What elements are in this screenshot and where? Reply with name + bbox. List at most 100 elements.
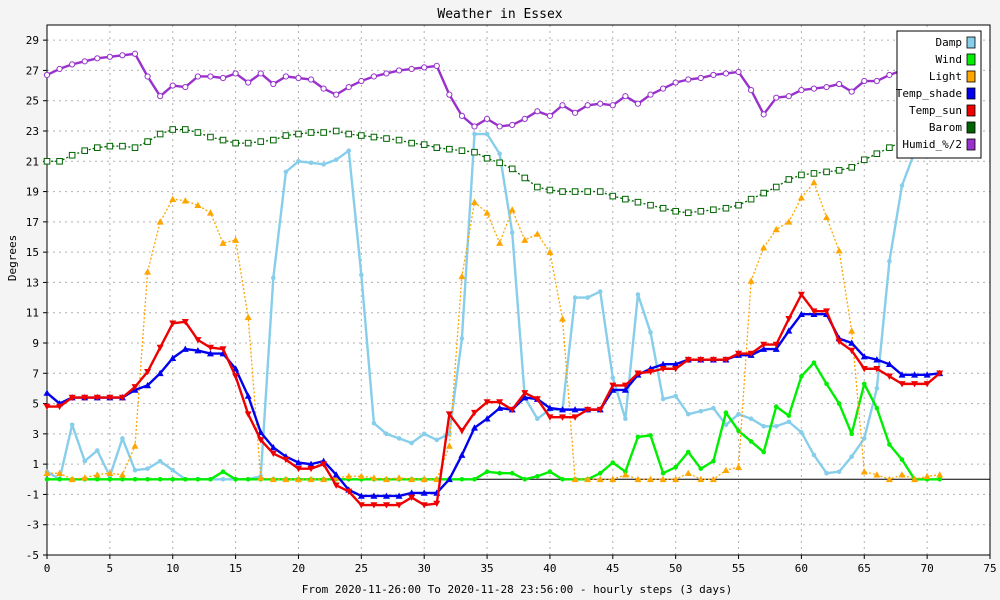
data-point: [773, 423, 779, 429]
data-point: [835, 247, 843, 254]
data-point: [194, 129, 202, 136]
data-point: [747, 277, 755, 284]
data-point: [648, 330, 653, 335]
data-point: [458, 147, 466, 154]
data-point: [483, 154, 491, 162]
x-tick-label: 50: [669, 562, 682, 575]
data-point: [723, 422, 729, 428]
data-point: [106, 394, 114, 402]
data-point: [157, 476, 163, 482]
data-point: [408, 65, 415, 73]
data-point: [257, 474, 265, 481]
data-point: [269, 450, 277, 458]
data-point: [282, 456, 290, 464]
data-point: [370, 492, 378, 499]
data-point: [760, 341, 768, 349]
data-point: [923, 371, 931, 378]
data-point: [521, 394, 529, 401]
data-point: [132, 476, 138, 482]
data-point: [836, 80, 843, 88]
data-point: [797, 310, 805, 318]
data-point: [282, 475, 290, 483]
data-point: [471, 123, 478, 130]
data-point: [57, 476, 62, 482]
data-point: [647, 201, 654, 209]
data-point: [709, 475, 717, 483]
legend-label: Barom: [929, 121, 962, 134]
data-point: [723, 410, 729, 415]
data-point: [521, 115, 528, 122]
data-point: [357, 492, 365, 499]
data-point: [810, 85, 818, 92]
data-point: [571, 414, 579, 421]
data-point: [245, 79, 252, 86]
data-point: [333, 91, 340, 98]
data-point: [647, 91, 654, 98]
data-point: [824, 381, 829, 387]
data-point: [786, 419, 792, 425]
data-point: [684, 209, 692, 217]
data-point: [383, 135, 390, 142]
data-point: [886, 144, 893, 151]
data-point: [936, 471, 944, 478]
data-point: [294, 459, 302, 466]
data-point: [472, 131, 477, 137]
data-point: [824, 470, 829, 476]
data-point: [208, 476, 213, 482]
data-point: [546, 112, 554, 119]
y-tick-label: 25: [26, 95, 39, 108]
data-point: [785, 176, 793, 183]
data-point: [472, 476, 477, 482]
data-point: [421, 64, 428, 71]
data-point: [522, 476, 528, 482]
y-tick-label: -1: [26, 488, 39, 501]
data-point: [282, 73, 289, 80]
data-point: [445, 475, 453, 483]
data-point: [736, 411, 741, 417]
data-point: [445, 411, 453, 418]
data-point: [206, 209, 214, 216]
data-point: [308, 160, 314, 166]
data-point: [885, 475, 893, 483]
data-point: [735, 68, 742, 76]
series-line: [46, 313, 940, 498]
data-point: [382, 492, 390, 499]
data-point: [294, 465, 302, 473]
data-point: [370, 502, 378, 509]
data-point: [433, 475, 441, 483]
data-point: [44, 476, 50, 482]
data-point: [409, 440, 414, 446]
data-point: [269, 475, 277, 483]
data-point: [572, 295, 578, 300]
data-point: [772, 345, 780, 352]
data-point: [420, 475, 428, 483]
data-point: [257, 428, 265, 436]
data-point: [119, 52, 126, 59]
data-point: [483, 209, 491, 216]
data-point: [156, 344, 164, 352]
series-temp-sun: [43, 291, 944, 509]
data-point: [508, 206, 516, 213]
data-point: [169, 320, 177, 327]
data-point: [156, 369, 164, 377]
data-point: [634, 100, 642, 107]
data-point: [698, 466, 704, 471]
x-tick-label: 25: [355, 562, 368, 575]
data-point: [799, 374, 804, 379]
data-point: [622, 93, 629, 100]
data-point: [584, 102, 591, 109]
data-point: [132, 467, 138, 473]
data-point: [711, 458, 716, 464]
data-point: [269, 443, 277, 451]
x-tick-label: 65: [858, 562, 871, 575]
data-point: [621, 382, 629, 389]
data-point: [118, 394, 126, 402]
data-point: [56, 469, 64, 477]
data-point: [810, 308, 818, 315]
series-light: [43, 178, 944, 483]
data-point: [307, 76, 315, 83]
data-point: [873, 150, 881, 158]
legend-swatch: [966, 87, 976, 100]
data-point: [458, 272, 466, 280]
